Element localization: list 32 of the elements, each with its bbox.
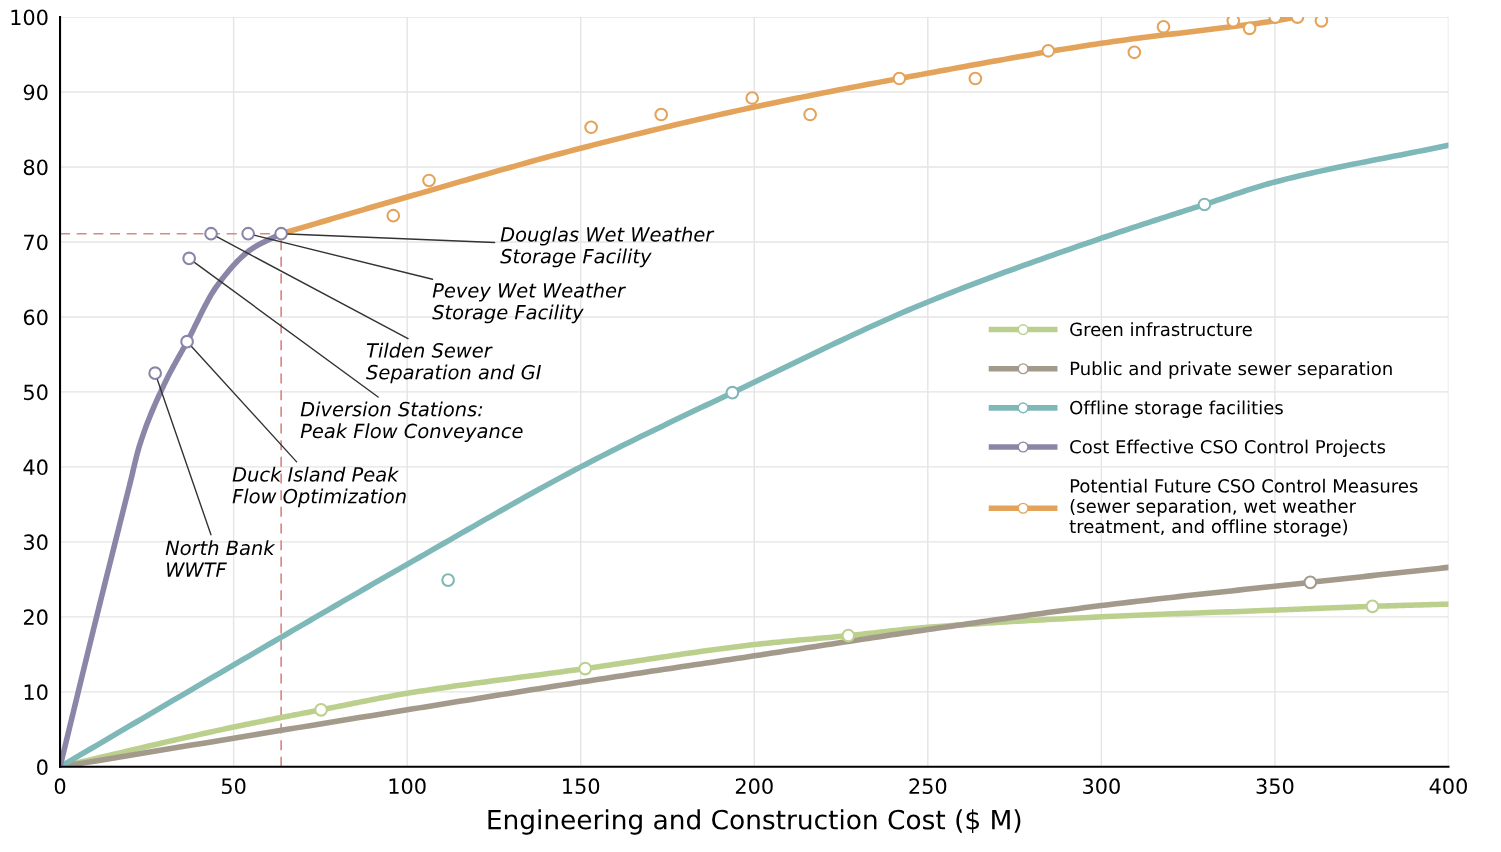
x-tick-label: 400 [1429, 778, 1467, 795]
legend-label: Green infrastructure [1070, 322, 1252, 337]
y-tick-label: 0 [37, 759, 48, 776]
y-tick-label: 10 [24, 684, 48, 701]
annotation: Pevey Wet Weather Storage Facility [432, 282, 627, 324]
x-tick-label: 50 [221, 778, 246, 795]
y-tick-label: 90 [23, 84, 48, 101]
annotation: Diversion Stations: Peak Flow Conveyance [300, 401, 523, 443]
annotation: North Bank WWTF [165, 540, 276, 577]
legend-label: Cost Effective CSO Control Projects [1070, 439, 1386, 458]
y-tick-label: 80 [23, 159, 48, 176]
x-tick-label: 300 [1083, 778, 1120, 795]
x-tick-label: 200 [735, 778, 773, 795]
x-tick-label: 0 [54, 778, 66, 795]
annotation: Duck Island Peak Flow Optimization [232, 466, 406, 508]
y-tick-label: 100 [11, 9, 48, 26]
y-tick-label: 50 [24, 384, 48, 401]
y-tick-label: 30 [24, 534, 48, 551]
y-tick-label: 70 [24, 234, 48, 251]
y-tick-label: 40 [23, 459, 48, 476]
x-tick-label: 350 [1256, 778, 1294, 795]
y-tick-label: 20 [23, 609, 48, 626]
x-axis-title: Engineering and Construction Cost ($ M) [488, 809, 1021, 835]
x-tick-label: 100 [389, 778, 426, 795]
legend-label: Potential Future CSO Control Measures (sewer separation, wet weather treatment, and offline storage) [1069, 478, 1418, 537]
x-tick-label: 150 [563, 778, 600, 795]
annotation: Douglas Wet Weather Storage Facility [500, 226, 715, 268]
x-tick-label: 250 [909, 778, 947, 795]
legend-label: Public and private sewer separation [1070, 361, 1392, 379]
y-tick-label: 60 [23, 309, 48, 326]
legend-label: Offline storage facilities [1070, 400, 1283, 418]
annotation: Tilden Sewer Separation and GI [366, 342, 541, 384]
